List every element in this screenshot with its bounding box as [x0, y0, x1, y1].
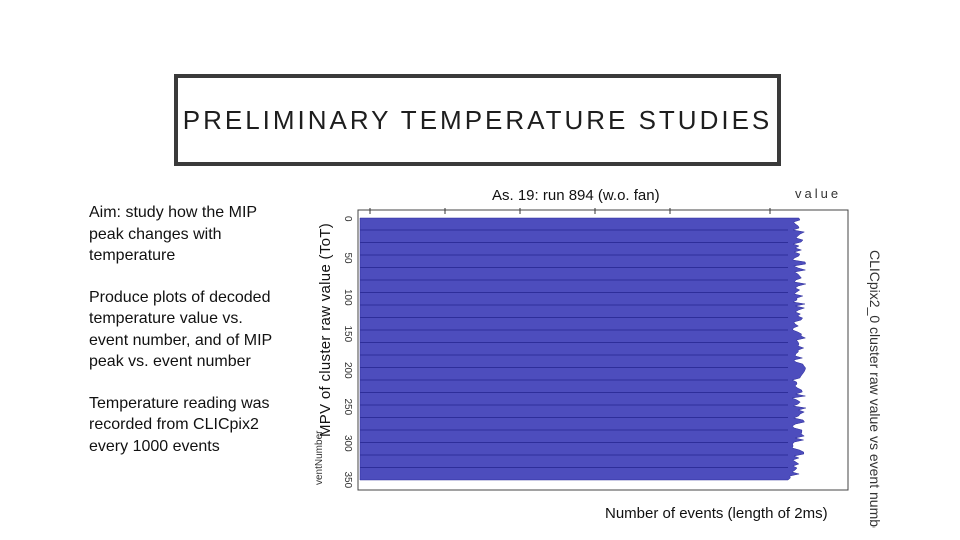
embedded-tick-label: 350 — [342, 472, 353, 489]
embedded-tick-label: 0 — [342, 216, 353, 222]
histogram-grid-lines — [360, 229, 788, 468]
x-axis-label: Number of events (length of 2ms) — [605, 505, 828, 522]
bullet-reading: Temperature reading was recorded from CL… — [89, 394, 270, 455]
y-axis-label: MPV of cluster raw value (ToT) — [317, 222, 334, 437]
histogram-fill — [359, 217, 807, 481]
title-box: PRELIMINARY TEMPERATURE STUDIES — [174, 74, 781, 166]
run-label: As. 19: run 894 (w.o. fan) — [492, 187, 660, 204]
embedded-tick-label: 50 — [342, 253, 353, 265]
embedded-tick-labels: 0 50 100 150 200 250 300 350 — [342, 216, 353, 489]
slide-title: PRELIMINARY TEMPERATURE STUDIES — [182, 105, 773, 135]
embedded-tick-label: 200 — [342, 362, 353, 379]
bullet-plots: Produce plots of decoded temperature val… — [89, 288, 272, 371]
histogram-image: 0 50 100 150 200 250 300 350 ventNumber value C… — [314, 186, 883, 528]
embedded-tick-label: 250 — [342, 399, 353, 416]
embedded-plot-title: CLICpix2_0 cluster raw value vs event nu… — [867, 250, 883, 528]
embedded-axis-name-2: ventNumber — [314, 430, 325, 485]
plot-image: 0 50 100 150 200 250 300 350 ventNumber value C… — [300, 180, 902, 528]
embedded-axis-name: value — [795, 186, 841, 201]
bullet-aim: Aim: study how the MIP peak changes with… — [89, 204, 257, 264]
embedded-tick-label: 300 — [342, 435, 353, 452]
embedded-tick-label: 100 — [342, 289, 353, 306]
bullet-list: Aim: study how the MIP peak changes with… — [89, 202, 279, 477]
top-ticks — [369, 208, 771, 214]
embedded-tick-label: 150 — [342, 326, 353, 343]
